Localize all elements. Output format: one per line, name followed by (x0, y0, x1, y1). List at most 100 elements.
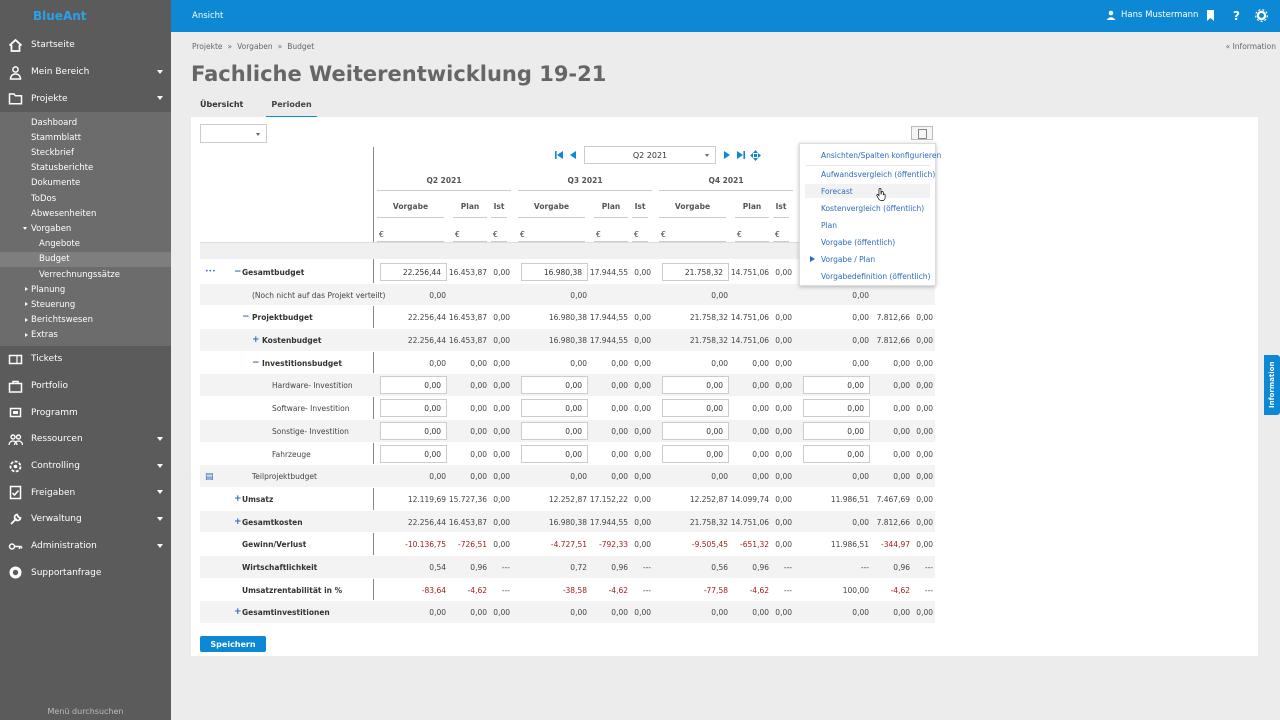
sidebar-subitem[interactable]: Steckbrief (0, 145, 171, 160)
budget-input[interactable]: 0,00 (380, 399, 447, 418)
sidebar-subitem[interactable]: Abwesenheiten (0, 206, 171, 221)
sidebar-item-lower-5[interactable]: Freigaben (0, 479, 171, 506)
sidebar-item-lower-0[interactable]: Tickets (0, 346, 171, 373)
sidebar-item-lower-7[interactable]: Administration (0, 533, 171, 560)
budget-input[interactable]: 0,00 (662, 376, 729, 395)
budget-input[interactable]: 0,00 (803, 444, 870, 463)
table-cell: 0,00 (893, 426, 910, 436)
sidebar-item-lower-3[interactable]: Ressourcen (0, 426, 171, 453)
sidebar-subitem[interactable]: Stammblatt (0, 130, 171, 145)
collapse-icon[interactable]: − (242, 312, 250, 323)
budget-input[interactable]: 0,00 (521, 421, 588, 440)
view-option-item[interactable]: Vorgabedefinition (öffentlich) (821, 272, 931, 281)
save-button[interactable]: Speichern (200, 636, 266, 652)
sidebar-subitem[interactable]: Planung (0, 282, 171, 297)
tab-perioden[interactable]: Perioden (266, 100, 317, 118)
sidebar-subitem[interactable]: Dashboard (0, 115, 171, 130)
information-link[interactable]: « Information (1225, 42, 1276, 51)
expand-icon[interactable]: + (252, 335, 260, 346)
menu-search[interactable]: Menü durchsuchen (47, 707, 124, 716)
sidebar-item-lower-8[interactable]: Supportanfrage (0, 559, 171, 586)
sidebar-item-2[interactable]: Projekte (0, 85, 171, 112)
view-option-item[interactable]: Vorgabe (öffentlich) (821, 238, 896, 247)
budget-input[interactable]: 0,00 (380, 444, 447, 463)
breadcrumb-item[interactable]: Vorgaben (237, 42, 273, 51)
sidebar-subitem[interactable]: Steuerung (0, 297, 171, 312)
more-options-icon[interactable]: ••• (205, 268, 216, 275)
table-cell: 0,00 (711, 608, 728, 618)
expand-icon[interactable] (750, 149, 761, 161)
budget-input[interactable]: 0,00 (803, 376, 870, 395)
budget-input[interactable]: 0,00 (803, 421, 870, 440)
table-cell: -10.136,75 (405, 540, 446, 550)
collapse-icon[interactable]: − (234, 267, 242, 277)
sidebar-subitem[interactable]: Verrechnungssätze (0, 267, 171, 282)
sidebar-item-1[interactable]: Mein Bereich (0, 59, 171, 86)
logo[interactable]: BlueAnt (33, 9, 87, 23)
sidebar-item-lower-2[interactable]: Programm (0, 399, 171, 426)
columns-config-icon[interactable] (911, 126, 933, 140)
sidebar-subitem[interactable]: Budget (0, 251, 171, 267)
first-period-icon[interactable] (554, 150, 564, 160)
table-cell: 22.256,44 (407, 313, 446, 323)
next-period-icon[interactable] (722, 150, 732, 160)
configure-views-item[interactable]: Ansichten/Spalten konfigurieren (821, 151, 942, 160)
view-select[interactable] (200, 124, 267, 143)
divider (735, 241, 769, 242)
view-menu[interactable]: Ansicht (192, 11, 224, 21)
user-menu[interactable]: Hans Mustermann (1106, 10, 1198, 20)
view-option-item[interactable]: Aufwandsvergleich (öffentlich) (821, 170, 936, 179)
project-submenu: Dashboard Stammblatt Steckbrief Statusberic… (0, 112, 171, 346)
tab-uebersicht[interactable]: Übersicht (200, 100, 244, 109)
sidebar-subitem[interactable]: ToDos (0, 191, 171, 206)
budget-input[interactable]: 0,00 (662, 444, 729, 463)
period-select[interactable]: Q2 2021 (584, 146, 716, 164)
sidebar-item-lower-1[interactable]: Portfolio (0, 373, 171, 400)
budget-input[interactable]: 0,00 (662, 421, 729, 440)
expand-icon[interactable]: + (234, 607, 242, 618)
program-icon (9, 408, 22, 418)
divider (453, 217, 487, 218)
view-option-item[interactable]: Plan (821, 221, 837, 230)
collapse-icon[interactable]: − (252, 357, 260, 368)
subproject-icon[interactable]: ▤ (205, 472, 214, 483)
help-icon[interactable]: ? (1230, 9, 1243, 22)
sidebar-subitem[interactable]: Angebote (0, 237, 171, 252)
view-option-item[interactable]: Forecast (821, 187, 853, 196)
budget-input[interactable]: 0,00 (380, 421, 447, 440)
sidebar-subitem-label: Angebote (39, 239, 80, 250)
sidebar-item-lower-4[interactable]: Controlling (0, 453, 171, 480)
budget-input[interactable]: 21.758,32 (662, 263, 729, 281)
expand-icon[interactable]: + (234, 516, 242, 527)
sidebar-item-lower-6[interactable]: Verwaltung (0, 506, 171, 533)
budget-input[interactable]: 0,00 (380, 376, 447, 395)
sidebar-subitem[interactable]: Dokumente (0, 176, 171, 191)
table-row: Teilprojektbudget ▤ 0,00 0,00 0,00 0,00 0,00 0,… (200, 465, 935, 488)
view-option-item[interactable]: Vorgabe / Plan (821, 255, 876, 264)
sidebar-subitem[interactable]: Berichtswesen (0, 313, 171, 328)
sidebar-item-0[interactable]: Startseite (0, 32, 171, 59)
information-side-tab[interactable]: Information (1264, 355, 1280, 415)
budget-input[interactable]: 0,00 (521, 399, 588, 418)
previous-period-icon[interactable] (568, 150, 578, 160)
sidebar-subitem[interactable]: Vorgaben (0, 221, 171, 236)
expand-icon[interactable]: + (234, 493, 242, 504)
table-cell: 0,00 (775, 608, 792, 618)
sidebar-item-label: Projekte (31, 93, 68, 104)
sidebar-subitem[interactable]: Statusberichte (0, 161, 171, 176)
view-option-item[interactable]: Kostenvergleich (öffentlich) (821, 204, 925, 213)
sidebar-subitem[interactable]: Extras (0, 328, 171, 343)
budget-input[interactable]: 0,00 (662, 399, 729, 418)
budget-input[interactable]: 0,00 (521, 376, 588, 395)
breadcrumb-item[interactable]: Budget (287, 42, 315, 51)
budget-input[interactable]: 0,00 (803, 399, 870, 418)
last-period-icon[interactable] (736, 150, 746, 160)
settings-icon[interactable] (1255, 9, 1268, 22)
budget-input[interactable]: 0,00 (521, 444, 588, 463)
table-cell: 16.980,38 (548, 336, 587, 346)
budget-input[interactable]: 22.256,44 (380, 263, 447, 281)
budget-input[interactable]: 16.980,38 (521, 263, 588, 281)
breadcrumb-item[interactable]: Projekte (192, 42, 223, 51)
bookmark-icon[interactable] (1204, 9, 1217, 22)
divider (518, 217, 585, 218)
